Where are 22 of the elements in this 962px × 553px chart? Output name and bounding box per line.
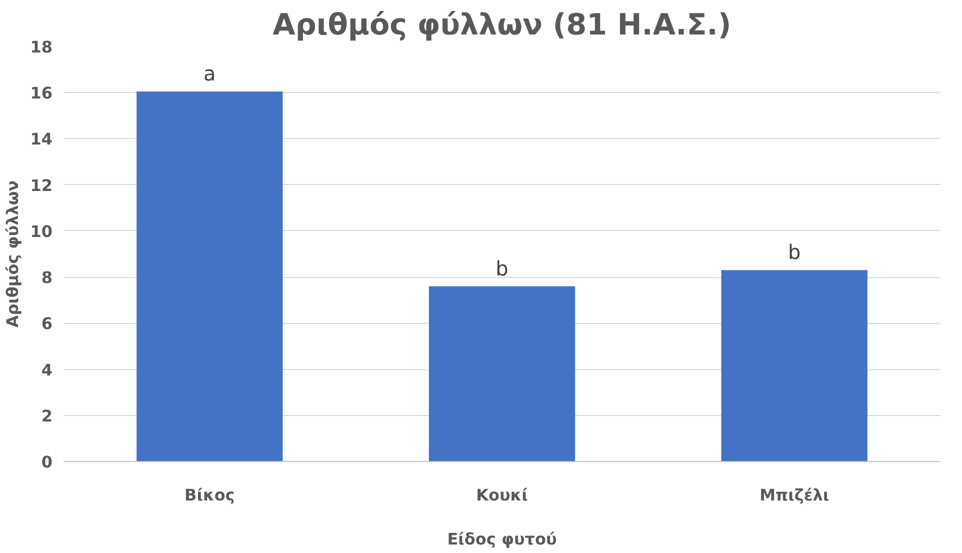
y-tick-label: 2	[41, 406, 53, 426]
chart-title: Αριθμός φύλλων (81 Η.Α.Σ.)	[272, 8, 732, 42]
bar	[428, 286, 576, 462]
y-axis-title: Αριθμός φύλλων	[3, 180, 22, 328]
y-tick-label: 6	[41, 314, 53, 334]
x-tick-label: Κουκί	[476, 486, 528, 504]
y-tick-label: 4	[41, 360, 53, 380]
y-tick-label: 16	[30, 84, 52, 103]
y-tick-label: 14	[30, 130, 52, 149]
y-tick-label: 10	[30, 222, 52, 241]
annotation: b	[788, 240, 801, 264]
annotation: b	[496, 256, 508, 280]
annotation: a	[204, 61, 216, 86]
x-axis-title: Είδος φυτού	[447, 530, 557, 548]
y-tick-label: 8	[41, 268, 53, 288]
x-tick-label: Βίκος	[184, 486, 235, 504]
bar	[721, 270, 868, 462]
y-tick-label: 0	[41, 452, 53, 472]
y-tick-label: 12	[30, 176, 52, 195]
bar	[136, 91, 283, 462]
y-tick-label: 18	[30, 38, 52, 56]
x-tick-label: Μπιζέλι	[760, 486, 830, 504]
